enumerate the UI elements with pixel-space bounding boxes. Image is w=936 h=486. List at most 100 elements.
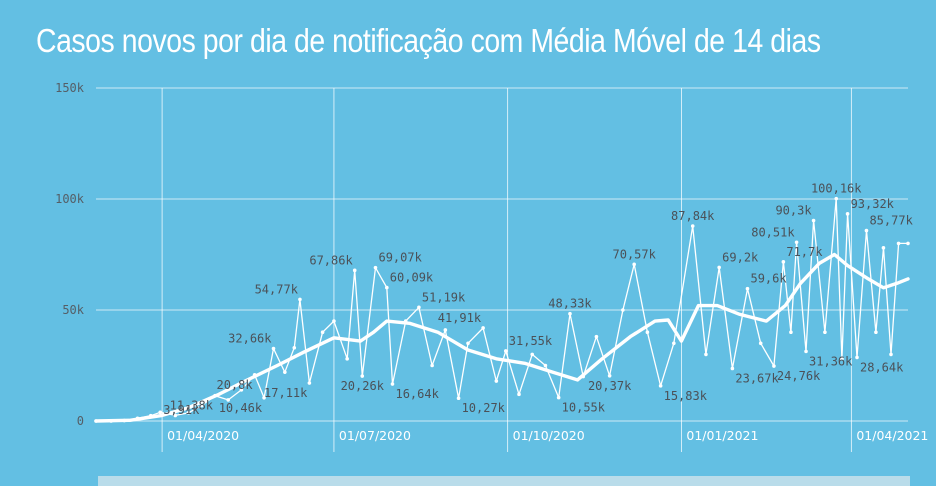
value-annotation: 100,16k <box>811 182 862 196</box>
daily-point <box>494 379 499 383</box>
value-annotation: 15,83k <box>664 389 708 403</box>
daily-point <box>874 330 878 335</box>
daily-point <box>186 410 191 415</box>
daily-point <box>173 413 178 418</box>
daily-point <box>730 366 735 371</box>
daily-point <box>704 352 708 357</box>
daily-point <box>811 218 816 223</box>
value-annotation: 69,2k <box>722 250 759 264</box>
daily-point <box>632 262 636 267</box>
value-annotation: 60,09k <box>390 271 434 285</box>
daily-point <box>430 363 434 368</box>
daily-point <box>889 352 893 357</box>
daily-point <box>621 308 625 312</box>
value-annotation: 20,8k <box>216 378 253 392</box>
daily-point <box>658 384 663 388</box>
daily-point <box>864 228 869 233</box>
daily-point <box>271 346 276 351</box>
value-annotation: 17,11k <box>264 386 308 400</box>
daily-point <box>456 396 461 401</box>
value-annotation: 54,77k <box>255 282 299 296</box>
daily-point <box>352 268 357 273</box>
value-annotation: 67,86k <box>309 253 353 267</box>
daily-point <box>320 330 325 335</box>
daily-point <box>855 355 859 360</box>
value-annotation: 31,36k <box>809 354 853 368</box>
y-tick-label: 0 <box>77 414 84 428</box>
daily-point <box>834 196 839 201</box>
daily-point <box>530 352 535 357</box>
daily-point <box>690 224 695 228</box>
daily-point <box>226 398 230 402</box>
daily-point <box>568 311 572 316</box>
chart-title: Casos novos por dia de notificação com M… <box>36 22 821 59</box>
chart-footer-bar <box>98 476 910 486</box>
daily-point <box>556 395 561 400</box>
x-tick-label: 01/10/2020 <box>513 428 585 443</box>
value-annotation: 10,27k <box>462 401 506 415</box>
value-annotation: 20,26k <box>341 379 385 393</box>
daily-point <box>158 410 163 415</box>
y-tick-label: 100k <box>55 192 85 206</box>
daily-point <box>906 241 910 246</box>
x-tick-label: 01/04/2021 <box>856 428 928 443</box>
daily-point <box>881 246 886 250</box>
daily-point <box>781 260 786 264</box>
daily-point <box>385 285 389 290</box>
daily-point <box>896 241 901 246</box>
y-tick-label: 150k <box>55 81 85 95</box>
x-tick-label: 01/04/2020 <box>167 428 239 443</box>
value-annotation: 20,37k <box>588 379 632 393</box>
value-annotation: 16,64k <box>395 387 439 401</box>
daily-point <box>443 328 448 332</box>
value-annotation: 51,19k <box>422 290 466 304</box>
moving-average-series <box>94 252 910 423</box>
x-axis: 01/04/2020 01/07/2020 01/10/2020 01/01/2021… <box>167 428 928 443</box>
daily-point <box>199 403 204 408</box>
value-annotation: 23,67k <box>735 371 779 385</box>
daily-point <box>360 374 365 378</box>
daily-point <box>543 363 548 368</box>
value-annotation: 24,76k <box>777 369 821 383</box>
value-annotation: 10,55k <box>562 401 606 415</box>
daily-point <box>804 349 808 354</box>
daily-point <box>594 334 599 339</box>
daily-point <box>794 240 799 245</box>
daily-point <box>745 286 750 291</box>
daily-point <box>481 326 485 330</box>
daily-point <box>373 265 378 270</box>
daily-point <box>607 373 612 378</box>
daily-point <box>298 297 302 302</box>
daily-point <box>717 265 721 270</box>
daily-point <box>758 341 763 346</box>
daily-point <box>307 381 312 385</box>
x-tick-label: 01/01/2021 <box>686 428 758 443</box>
value-annotation: 70,57k <box>613 247 657 261</box>
daily-point <box>517 392 521 397</box>
value-annotation: 31,55k <box>509 334 553 348</box>
value-annotation: 41,91k <box>438 311 482 325</box>
value-annotation: 71,7k <box>786 245 823 259</box>
value-annotation: 11,38k <box>170 399 214 413</box>
value-annotation: 80,51k <box>751 225 795 239</box>
daily-point <box>332 319 336 323</box>
value-annotation: 48,33k <box>548 297 592 311</box>
daily-point <box>645 330 650 335</box>
value-annotation: 69,07k <box>378 251 422 265</box>
value-annotation: 10,46k <box>219 401 263 415</box>
value-annotation: 28,64k <box>860 360 904 374</box>
daily-point <box>345 357 349 361</box>
daily-point <box>390 382 395 386</box>
x-tick-label: 01/07/2020 <box>339 428 411 443</box>
daily-point <box>262 395 266 400</box>
value-annotation: 32,66k <box>228 331 272 345</box>
y-tick-label: 50k <box>62 303 84 317</box>
daily-point <box>672 341 676 346</box>
daily-point <box>239 388 244 392</box>
daily-point <box>292 345 297 350</box>
daily-point <box>840 357 844 361</box>
daily-point <box>823 330 827 335</box>
daily-point <box>283 370 287 374</box>
